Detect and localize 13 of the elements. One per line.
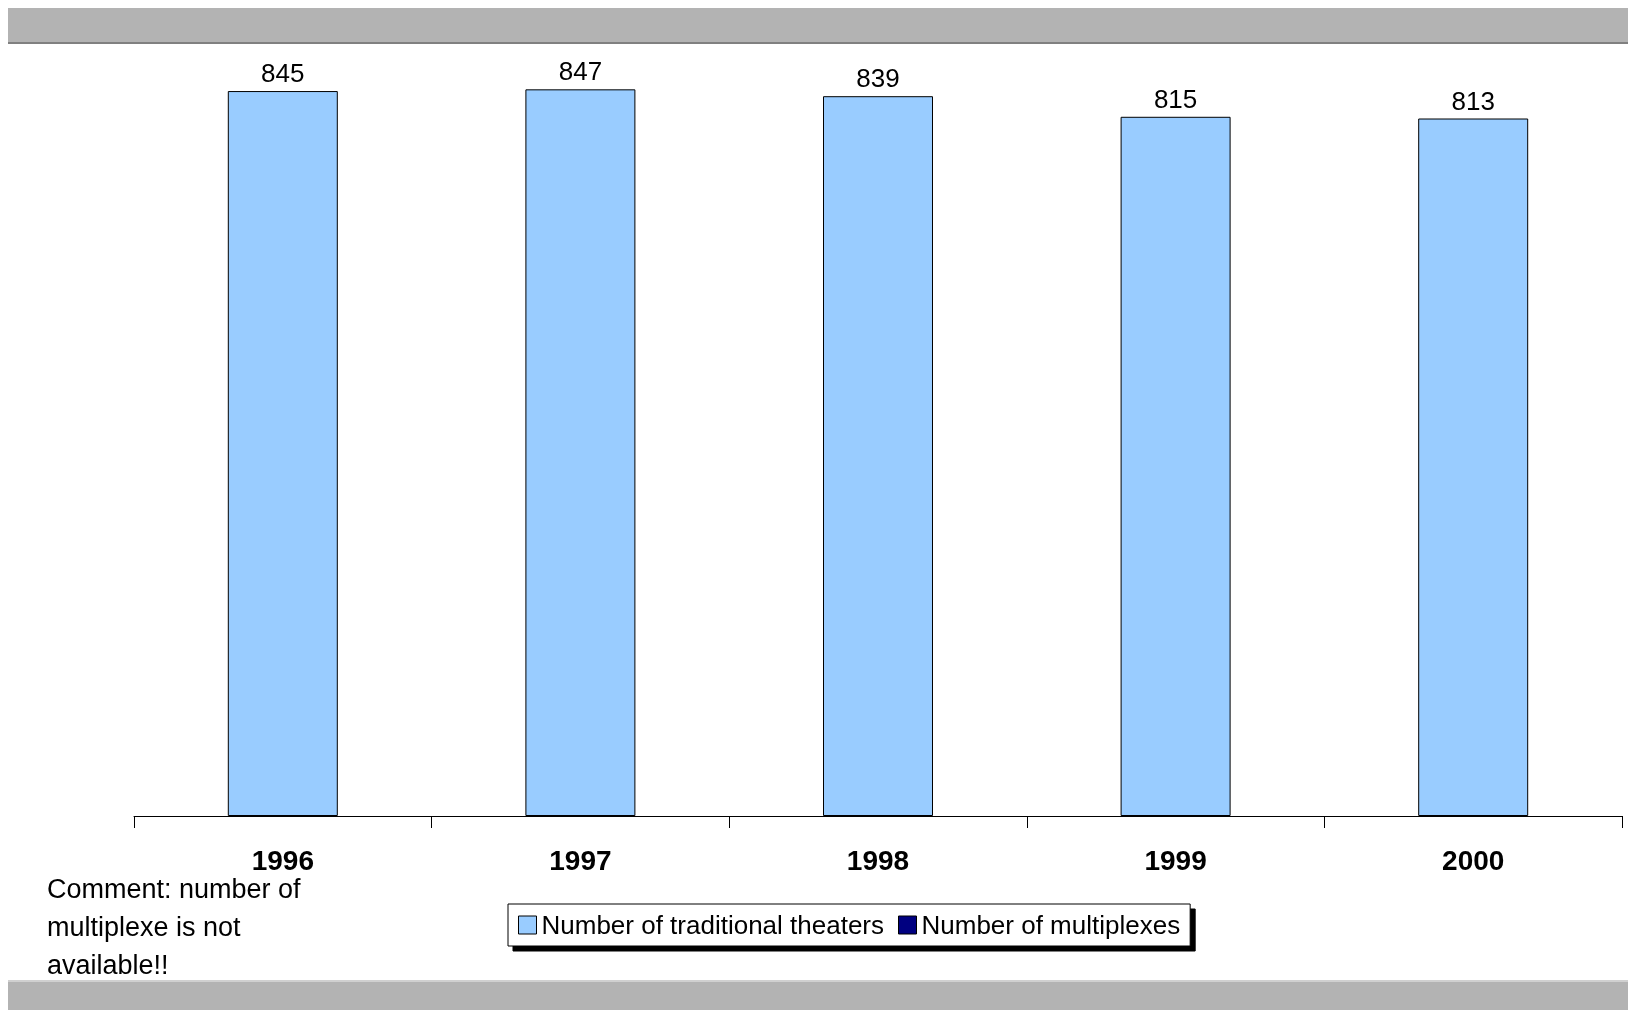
legend-label: Number of multiplexes: [921, 910, 1181, 940]
x-tick-label: 1999: [1144, 844, 1207, 876]
data-label: 845: [261, 58, 305, 89]
x-tick-label: 2000: [1442, 844, 1505, 876]
legend-label: Number of traditional theaters: [541, 910, 885, 940]
data-label: 813: [1451, 85, 1495, 116]
x-tick-label: 1996: [251, 844, 314, 876]
data-label: 847: [558, 56, 603, 87]
x-tick-label: 1997: [549, 844, 612, 876]
data-label: 815: [1153, 83, 1198, 114]
x-tick-label: 1998: [846, 844, 910, 876]
data-label: 839: [856, 63, 900, 94]
text: Comment: number of multiplexe is not available!!: [47, 873, 302, 982]
